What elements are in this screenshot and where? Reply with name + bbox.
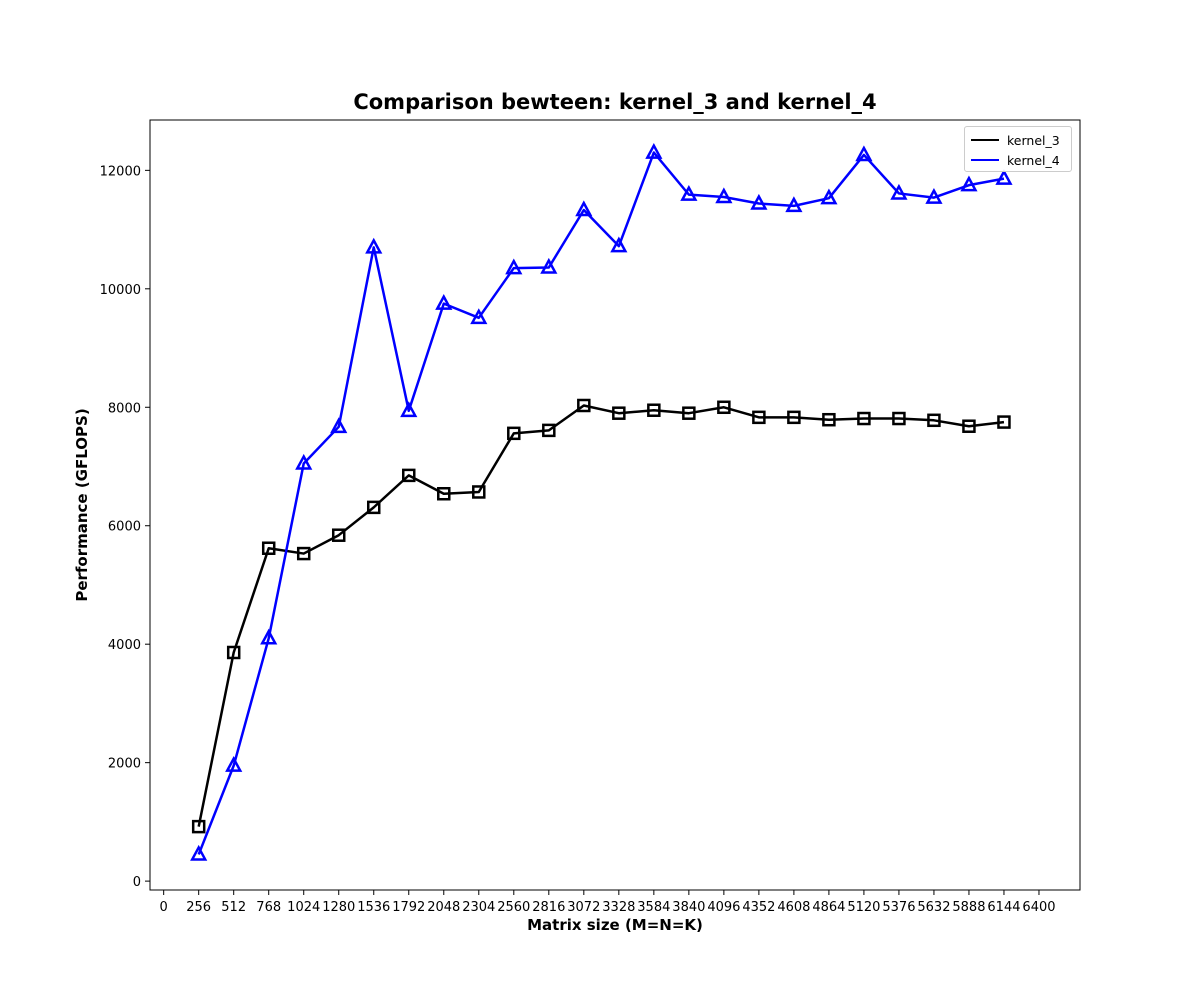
data-point-kernel-3	[402, 468, 416, 483]
legend-label-kernel-3: kernel_3	[1007, 132, 1060, 148]
series-line-kernel-3	[197, 404, 1005, 827]
data-point-kernel-3	[717, 400, 731, 415]
data-point-kernel-4	[715, 187, 733, 204]
x-tick-label: 768	[256, 900, 281, 915]
data-point-kernel-3	[472, 485, 486, 499]
x-tick-label: 2048	[427, 900, 460, 915]
legend-swatch-kernel-4	[971, 159, 999, 161]
data-point-kernel-4	[820, 188, 838, 205]
data-point-kernel-3	[437, 486, 451, 501]
data-point-kernel-4	[400, 401, 418, 418]
data-point-kernel-3	[507, 426, 521, 441]
x-tick-label: 2304	[462, 900, 495, 915]
x-tick-label: 2816	[532, 900, 565, 915]
data-point-kernel-4	[575, 200, 593, 217]
x-tick-label: 6144	[987, 900, 1020, 915]
data-point-kernel-4	[855, 145, 873, 162]
x-tick-label: 1280	[322, 900, 355, 915]
data-point-kernel-3	[997, 415, 1011, 429]
data-point-kernel-3	[261, 541, 276, 555]
legend: kernel_3 kernel_4	[964, 126, 1072, 172]
data-point-kernel-4	[890, 183, 908, 200]
data-point-kernel-4	[435, 293, 453, 310]
x-tick-label: 0	[160, 900, 168, 915]
x-tick-label: 512	[221, 900, 246, 915]
data-point-kernel-4	[190, 844, 208, 861]
y-tick-label: 12000	[100, 164, 141, 179]
x-tick-label: 4096	[707, 900, 740, 915]
y-axis-label: Performance (GFLOPS)	[73, 408, 91, 602]
x-tick-label: 1536	[357, 900, 390, 915]
data-point-kernel-3	[682, 406, 696, 420]
series-line-kernel-4	[197, 151, 1005, 855]
data-point-kernel-4	[680, 185, 698, 201]
data-point-kernel-4	[925, 187, 943, 204]
x-tick-label: 3584	[637, 900, 670, 915]
data-point-kernel-3	[612, 406, 626, 420]
y-tick-label: 10000	[100, 283, 141, 298]
x-tick-label: 4608	[777, 900, 810, 915]
data-point-kernel-4	[960, 175, 978, 192]
data-point-kernel-3	[787, 410, 801, 425]
data-point-kernel-3	[191, 819, 206, 834]
data-point-kernel-4	[645, 142, 663, 159]
data-point-kernel-4	[330, 417, 348, 434]
x-axis-label: Matrix size (M=N=K)	[527, 916, 703, 934]
data-point-kernel-3	[542, 423, 556, 438]
x-tick-label: 3328	[602, 900, 635, 915]
data-point-kernel-3	[296, 546, 311, 561]
y-tick-label: 8000	[108, 401, 141, 416]
x-tick-label: 5888	[952, 900, 985, 915]
data-point-kernel-4	[540, 257, 558, 274]
x-tick-label: 5632	[917, 900, 950, 915]
data-point-kernel-4	[785, 196, 803, 213]
x-tick-label: 3840	[672, 900, 705, 915]
x-tick-label: 2560	[497, 900, 530, 915]
data-point-kernel-3	[962, 419, 976, 433]
data-point-kernel-3	[366, 500, 381, 515]
data-point-kernel-4	[295, 453, 313, 470]
legend-swatch-kernel-3	[971, 139, 999, 141]
data-point-kernel-4	[470, 308, 488, 325]
axes-frame	[149, 119, 1081, 891]
data-point-kernel-3	[927, 413, 941, 428]
data-point-kernel-4	[505, 258, 523, 275]
chart-title: Comparison bewteen: kernel_3 and kernel_…	[353, 90, 877, 114]
x-tick-label: 3072	[567, 900, 600, 915]
x-tick-label: 4352	[742, 900, 775, 915]
x-tick-label: 1024	[287, 900, 320, 915]
data-point-kernel-3	[226, 645, 241, 660]
legend-item-kernel-3: kernel_3	[971, 130, 1060, 150]
data-point-kernel-4	[995, 169, 1013, 185]
legend-label-kernel-4: kernel_4	[1007, 152, 1060, 168]
x-tick-label: 256	[186, 900, 211, 915]
y-tick-label: 6000	[108, 520, 141, 535]
legend-item-kernel-4: kernel_4	[971, 150, 1060, 170]
data-point-kernel-3	[331, 528, 346, 542]
data-point-kernel-4	[225, 755, 243, 772]
y-tick-label: 0	[133, 875, 141, 890]
y-tick-label: 4000	[108, 638, 141, 653]
data-point-kernel-3	[822, 412, 836, 427]
data-point-kernel-4	[260, 628, 278, 645]
data-point-kernel-4	[610, 236, 628, 253]
data-point-kernel-3	[857, 411, 871, 426]
data-point-kernel-3	[577, 398, 591, 413]
x-tick-label: 6400	[1022, 900, 1055, 915]
data-point-kernel-3	[752, 410, 766, 425]
x-tick-label: 5120	[847, 900, 880, 915]
x-tick-label: 5376	[882, 900, 915, 915]
y-tick-label: 2000	[108, 757, 141, 772]
data-point-kernel-3	[892, 411, 906, 426]
x-tick-label: 1792	[392, 900, 425, 915]
x-tick-label: 4864	[812, 900, 845, 915]
data-point-kernel-3	[647, 403, 661, 417]
data-point-kernel-4	[365, 237, 383, 254]
data-point-kernel-4	[750, 193, 768, 210]
